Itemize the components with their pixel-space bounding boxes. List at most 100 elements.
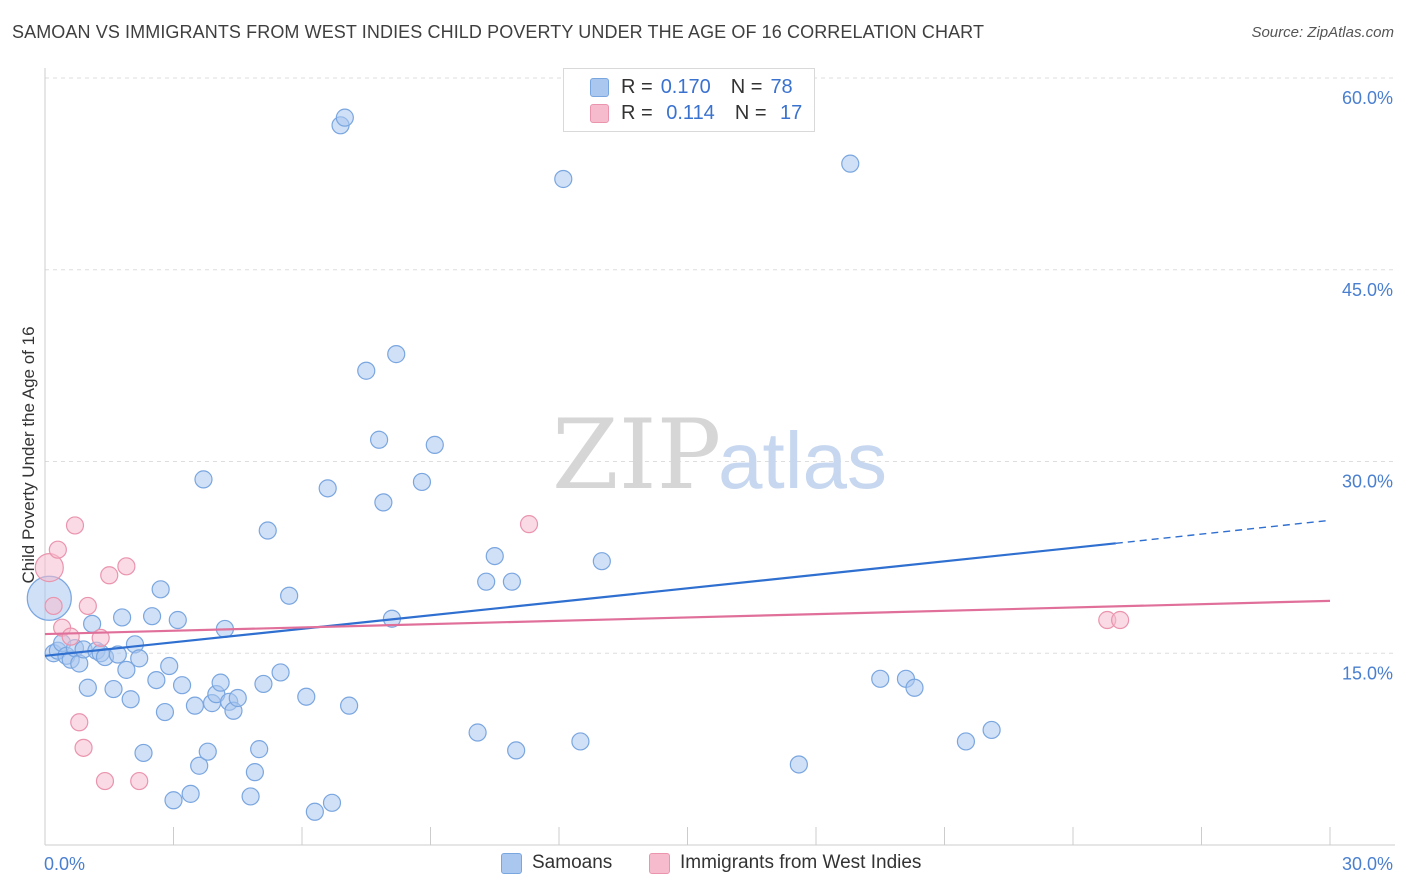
samoan-point bbox=[108, 645, 127, 664]
samoan-point bbox=[982, 720, 1001, 740]
samoan-point bbox=[130, 649, 149, 668]
series-legend: Samoans Immigrants from West Indies bbox=[0, 850, 1406, 878]
samoan-point bbox=[485, 546, 504, 566]
r-label: R = bbox=[621, 101, 653, 124]
samoan-point bbox=[117, 660, 136, 679]
n-value: 78 bbox=[770, 75, 793, 98]
watermark-atlas: atlas bbox=[718, 416, 887, 505]
samoan-point bbox=[185, 696, 205, 715]
samoan-point bbox=[142, 607, 162, 626]
west-indies-point bbox=[44, 596, 63, 616]
west-indies-point bbox=[1111, 610, 1130, 630]
samoan-point bbox=[370, 430, 389, 449]
legend-item-west-indies[interactable]: Immigrants from West Indies bbox=[649, 852, 921, 874]
west-indies-swatch bbox=[590, 103, 609, 123]
samoan-point bbox=[160, 656, 179, 676]
samoan-point bbox=[318, 479, 337, 498]
samoan-point bbox=[477, 572, 496, 591]
samoan-point bbox=[905, 678, 924, 697]
samoan-point bbox=[571, 732, 590, 751]
west-indies-point bbox=[61, 627, 80, 646]
samoan-point bbox=[211, 673, 230, 692]
samoan-swatch bbox=[590, 77, 609, 97]
samoan-point bbox=[254, 674, 273, 694]
samoan-point bbox=[357, 361, 376, 380]
legend-item-samoans[interactable]: Samoans bbox=[501, 852, 612, 874]
samoan-point bbox=[507, 741, 526, 760]
samoan-point bbox=[502, 572, 521, 591]
west-indies-point bbox=[117, 557, 136, 576]
chart-source: Source: ZipAtlas.com bbox=[1251, 24, 1394, 41]
samoan-point bbox=[387, 345, 406, 364]
x-tick-label: 0.0% bbox=[44, 854, 85, 874]
samoan-point bbox=[297, 687, 316, 706]
legend-label-west-indies: Immigrants from West Indies bbox=[680, 852, 922, 873]
y-tick-label: 30.0% bbox=[1342, 472, 1393, 492]
samoan-point bbox=[190, 756, 209, 775]
samoan-point bbox=[78, 678, 97, 697]
samoan-point bbox=[789, 755, 808, 774]
samoan-point bbox=[134, 743, 153, 763]
samoan-point bbox=[172, 676, 192, 695]
samoan-point bbox=[335, 108, 354, 127]
r-value: 0.114 bbox=[660, 101, 715, 124]
trend-lines bbox=[44, 519, 1331, 657]
west-indies-point bbox=[34, 553, 64, 583]
samoan-point bbox=[871, 669, 890, 688]
samoan-point bbox=[155, 702, 175, 722]
samoan-point bbox=[374, 493, 393, 512]
samoan-point bbox=[198, 742, 217, 761]
samoan-point bbox=[164, 791, 183, 810]
legend-label-samoans: Samoans bbox=[532, 852, 613, 873]
samoan-point bbox=[956, 732, 976, 751]
samoan-point bbox=[592, 552, 611, 571]
y-tick-label: 60.0% bbox=[1342, 88, 1393, 108]
n-label: N = bbox=[734, 101, 767, 124]
samoan-point bbox=[841, 154, 860, 173]
samoan-trend-line bbox=[44, 542, 1116, 657]
samoan-point bbox=[245, 763, 264, 782]
x-tick-labels: 0.0% 30.0% bbox=[44, 854, 1393, 874]
samoan-point bbox=[340, 696, 359, 715]
west-indies-trend-line bbox=[44, 599, 1331, 636]
west-indies-point bbox=[519, 515, 539, 534]
samoan-point bbox=[112, 608, 132, 627]
samoan-point bbox=[250, 740, 269, 759]
grid-lines bbox=[45, 77, 1395, 654]
west-indies-points bbox=[34, 515, 1130, 791]
y-tick-labels: 15.0% 30.0% 45.0% 60.0% bbox=[1342, 88, 1393, 683]
west-indies-point bbox=[95, 771, 115, 791]
chart-title: SAMOAN VS IMMIGRANTS FROM WEST INDIES CH… bbox=[12, 22, 985, 42]
samoan-point bbox=[425, 435, 444, 454]
samoan-trend-extension bbox=[1115, 519, 1331, 545]
samoan-point bbox=[147, 670, 166, 690]
stats-legend: R = 0.170 N = 78 R = 0.114 N = 17 bbox=[563, 68, 815, 132]
west-indies-point bbox=[130, 771, 149, 791]
x-tick-label: 30.0% bbox=[1342, 854, 1393, 874]
samoan-points bbox=[26, 108, 1001, 821]
west-indies-point bbox=[78, 596, 97, 616]
axes bbox=[44, 68, 1395, 846]
samoan-point bbox=[168, 610, 187, 630]
y-tick-label: 15.0% bbox=[1342, 663, 1393, 683]
west-indies-legend-swatch bbox=[649, 852, 670, 874]
west-indies-point bbox=[48, 540, 67, 559]
samoan-point bbox=[228, 688, 247, 708]
samoan-point bbox=[104, 679, 123, 699]
samoan-point bbox=[151, 580, 170, 599]
samoan-point bbox=[322, 793, 342, 812]
west-indies-point bbox=[74, 738, 93, 757]
samoan-point bbox=[468, 723, 487, 742]
stats-row-west-indies: R = 0.114 N = 17 bbox=[590, 100, 802, 126]
watermark: ZIP atlas bbox=[552, 399, 887, 511]
west-indies-point bbox=[70, 713, 89, 732]
n-value: 17 bbox=[774, 101, 803, 124]
west-indies-point bbox=[65, 516, 85, 535]
r-value: 0.170 bbox=[660, 75, 711, 98]
samoan-point bbox=[280, 586, 299, 605]
samoan-point bbox=[258, 521, 277, 540]
watermark-zip: ZIP bbox=[552, 399, 721, 511]
samoan-point bbox=[241, 787, 260, 806]
y-axis-label: Child Poverty Under the Age of 16 bbox=[19, 326, 38, 583]
